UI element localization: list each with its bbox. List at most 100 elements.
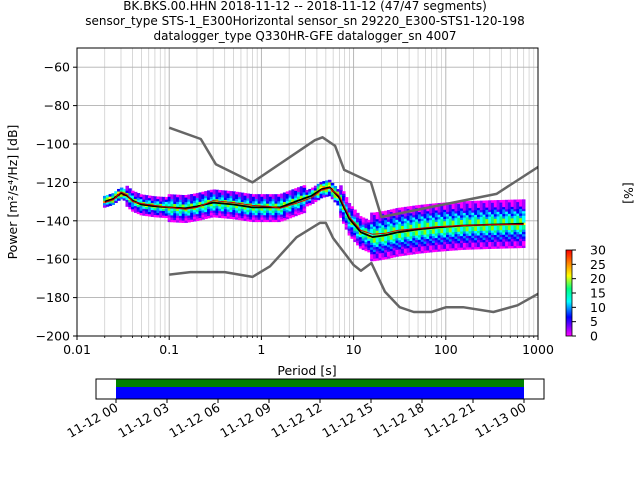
psd-cell: [381, 220, 385, 223]
psd-cell: [288, 208, 293, 212]
y-tick-label: −100: [36, 137, 70, 152]
psd-cell: [260, 210, 264, 213]
psd-cell: [353, 232, 357, 236]
psd-cell: [482, 212, 487, 215]
psd-cell: [409, 245, 414, 248]
psd-cell: [423, 248, 428, 251]
psd-cell: [204, 207, 208, 210]
psd-cell: [167, 201, 172, 204]
psd-cell: [519, 210, 523, 214]
psd-cell: [162, 210, 166, 214]
psd-cell: [297, 187, 301, 190]
psd-cell: [434, 240, 439, 243]
psd-cell: [128, 188, 132, 191]
psd-cell: [440, 248, 444, 252]
psd-cell: [342, 218, 346, 222]
psd-cell: [195, 197, 200, 201]
psd-cell: [420, 204, 425, 208]
psd-cell: [386, 246, 391, 250]
psd-cell: [443, 218, 447, 222]
psd-cell: [266, 196, 270, 200]
psd-cell: [218, 215, 222, 218]
psd-cell: [431, 208, 436, 211]
psd-cell: [246, 200, 250, 204]
psd-cell: [403, 252, 408, 256]
psd-cell: [282, 194, 287, 198]
psd-cell: [333, 190, 338, 194]
psd-cell: [356, 233, 360, 237]
psd-cell: [505, 213, 509, 217]
psd-cell: [198, 215, 203, 219]
psd-cell: [521, 243, 526, 246]
psd-cell: [209, 198, 214, 202]
psd-cell: [513, 206, 518, 210]
psd-cell: [344, 197, 349, 200]
psd-cell: [457, 219, 461, 223]
psd-cell: [437, 230, 442, 234]
psd-cell: [482, 200, 487, 204]
psd-cell: [147, 200, 152, 203]
psd-cell: [266, 214, 270, 218]
psd-cell: [212, 210, 217, 213]
psd-cell: [339, 192, 343, 195]
psd-cell: [479, 205, 484, 208]
psd-cell: [460, 210, 464, 214]
psd-cell: [246, 202, 250, 206]
psd-cell: [192, 209, 197, 213]
psd-cell: [431, 219, 436, 223]
psd-cell: [510, 231, 515, 235]
psd-cell: [347, 209, 352, 213]
psd-cell: [507, 225, 512, 228]
psd-cell: [181, 218, 186, 221]
psd-cell: [479, 246, 484, 250]
psd-cell: [333, 197, 338, 201]
psd-cell: [243, 209, 248, 212]
psd-cell: [237, 199, 242, 202]
psd-cell: [389, 234, 394, 238]
plot-frame: [76, 47, 539, 337]
psd-cell: [280, 198, 284, 201]
psd-cell: [370, 226, 374, 229]
psd-cell: [291, 196, 295, 199]
psd-cell: [243, 202, 248, 205]
psd-cell: [344, 222, 349, 226]
psd-cell: [370, 256, 374, 259]
psd-cell: [221, 208, 225, 212]
psd-cell: [133, 191, 138, 195]
psd-cell: [252, 194, 256, 197]
psd-cell: [412, 247, 416, 250]
psd-cell: [493, 232, 498, 235]
psd-cell: [260, 198, 264, 202]
psd-cell: [353, 209, 357, 213]
psd-cell: [378, 227, 383, 231]
psd-cell: [372, 246, 377, 250]
psd-cell: [417, 209, 422, 213]
psd-cell: [446, 209, 450, 212]
psd-cell: [128, 192, 132, 196]
psd-cell: [398, 251, 402, 255]
psd-cell: [178, 215, 183, 219]
psd-cell: [280, 200, 284, 204]
psd-cell: [257, 196, 262, 200]
psd-cell: [521, 224, 526, 228]
psd-cell: [485, 225, 489, 229]
psd-cell: [406, 208, 411, 212]
psd-cell: [516, 236, 520, 239]
x-axis-label: Period [s]: [277, 363, 336, 378]
psd-cell: [406, 215, 411, 219]
psd-cell: [496, 232, 501, 235]
psd-cell: [476, 226, 481, 229]
psd-cell: [476, 221, 481, 225]
psd-cell: [159, 208, 163, 211]
psd-cell: [353, 218, 357, 222]
psd-cell: [493, 236, 498, 240]
psd-cell: [381, 254, 385, 258]
psd-cell: [313, 197, 318, 200]
psd-cell: [415, 216, 419, 220]
psd-cell: [460, 238, 464, 241]
psd-cell: [462, 210, 467, 213]
psd-cell: [384, 256, 388, 260]
psd-cell: [195, 209, 200, 212]
psd-cell: [237, 212, 242, 216]
psd-cell: [426, 208, 430, 212]
